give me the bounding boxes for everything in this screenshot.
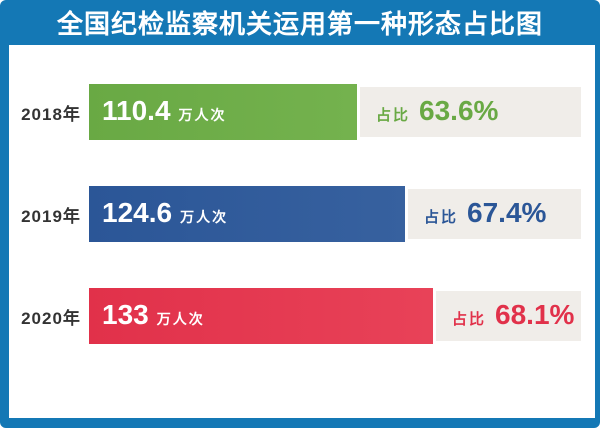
value-bar-text: 133 万人次 [89,298,205,330]
count-unit: 万人次 [180,208,229,225]
ratio-value: 63.6% [419,94,499,126]
year-label: 2018年 [21,104,81,124]
percent-track: 占比 68.1% [436,291,581,341]
ratio-value: 67.4% [467,196,547,228]
percent-text: 占比 67.4% [408,196,547,228]
count-unit: 万人次 [178,106,227,123]
count-value: 110.4 [102,94,171,126]
value-bar-text: 110.4 万人次 [89,94,227,126]
ratio-label: 占比 [452,310,487,328]
chart-header: 全国纪检监察机关运用第一种形态占比图 [0,0,600,45]
value-bar: 110.4 万人次 [89,84,357,140]
chart-title: 全国纪检监察机关运用第一种形态占比图 [56,9,543,39]
ratio-label: 占比 [376,106,411,124]
chart-row-2019: 2019年 124.6 万人次 占比 67.4% [9,186,595,242]
percent-track: 占比 67.4% [408,189,581,239]
chart-panel: 2018年 110.4 万人次 占比 63.6% 2019年 124.6 万人次 [9,45,595,418]
ratio-value: 68.1% [495,298,575,330]
value-bar: 133 万人次 [89,288,433,344]
percent-text: 占比 63.6% [360,94,499,126]
year-label: 2020年 [21,308,81,328]
count-value: 133 [102,298,149,330]
value-bar: 124.6 万人次 [89,186,405,242]
count-unit: 万人次 [156,310,205,327]
chart-row-2020: 2020年 133 万人次 占比 68.1% [9,288,595,344]
percent-text: 占比 68.1% [436,298,575,330]
chart-row-2018: 2018年 110.4 万人次 占比 63.6% [9,84,595,140]
count-value: 124.6 [102,196,173,228]
ratio-label: 占比 [424,208,459,226]
value-bar-text: 124.6 万人次 [89,196,229,228]
percent-track: 占比 63.6% [360,87,581,137]
year-label: 2019年 [21,206,81,226]
